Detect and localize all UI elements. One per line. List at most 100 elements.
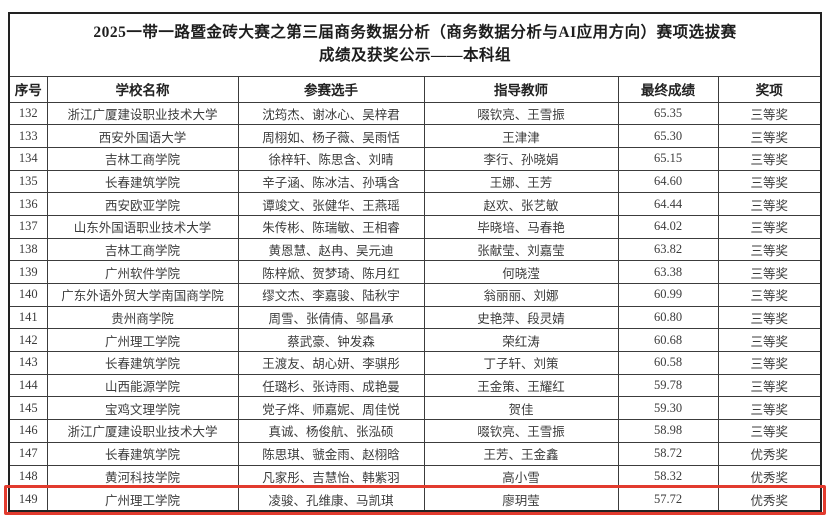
column-header-award: 奖项: [717, 75, 822, 103]
table-row: 144 山西能源学院 任璐杉、张诗雨、成艳曼 王金策、王耀红 59.78 三等奖: [8, 373, 822, 398]
table-row: 138 吉林工商学院 黄恩慧、赵冉、吴元迪 张献莹、刘嘉莹 63.82 三等奖: [8, 237, 822, 262]
cell-no: 145: [8, 396, 48, 421]
cell-school: 西安外国语大学: [46, 124, 239, 148]
cell-award: 三等奖: [717, 214, 822, 239]
cell-contestants: 凌骏、孔维康、马凯琪: [237, 487, 425, 512]
cell-no: 146: [8, 419, 48, 443]
cell-contestants: 陈思琪、虢金雨、赵栩晗: [237, 441, 425, 466]
cell-instructors: 王芳、王金鑫: [423, 441, 619, 466]
table-row: 133 西安外国语大学 周栩如、杨子薇、吴雨恬 王津津 65.30 三等奖: [8, 124, 822, 148]
table-row: 132 浙江广厦建设职业技术大学 沈筠杰、谢冰心、吴梓君 啜钦亮、王雪振 65.35 三等…: [8, 101, 822, 126]
cell-score: 63.38: [617, 260, 719, 284]
cell-contestants: 任璐杉、张诗雨、成艳曼: [237, 373, 425, 398]
cell-school: 黄河科技学院: [46, 464, 239, 489]
cell-school: 吉林工商学院: [46, 146, 239, 171]
cell-instructors: 啜钦亮、王雪振: [423, 101, 619, 126]
cell-award: 三等奖: [717, 351, 822, 375]
cell-score: 58.72: [617, 441, 719, 466]
cell-instructors: 张献莹、刘嘉莹: [423, 237, 619, 262]
cell-no: 134: [8, 146, 48, 171]
table-row: 145 宝鸡文理学院 党子烨、师嘉妮、周佳悦 贺佳 59.30 三等奖: [8, 396, 822, 421]
cell-instructors: 赵欢、张艺敏: [423, 192, 619, 216]
column-header-contestants: 参赛选手: [237, 75, 425, 103]
cell-score: 64.02: [617, 214, 719, 239]
cell-award: 优秀奖: [717, 441, 822, 466]
cell-award: 三等奖: [717, 396, 822, 421]
title-cell: 2025一带一路暨金砖大赛之第三届商务数据分析（商务数据分析与AI应用方向）赛项…: [8, 12, 822, 77]
cell-no: 135: [8, 169, 48, 194]
cell-school: 山东外国语职业技术大学: [46, 214, 239, 239]
cell-no: 142: [8, 328, 48, 353]
cell-contestants: 党子烨、师嘉妮、周佳悦: [237, 396, 425, 421]
cell-school: 山西能源学院: [46, 373, 239, 398]
cell-instructors: 何晓滢: [423, 260, 619, 284]
cell-award: 三等奖: [717, 124, 822, 148]
cell-no: 144: [8, 373, 48, 398]
cell-no: 139: [8, 260, 48, 284]
results-table: 2025一带一路暨金砖大赛之第三届商务数据分析（商务数据分析与AI应用方向）赛项…: [8, 12, 823, 512]
cell-no: 138: [8, 237, 48, 262]
cell-contestants: 王渡友、胡心妍、李骐彤: [237, 351, 425, 375]
cell-award: 三等奖: [717, 283, 822, 307]
table-body: 132 浙江广厦建设职业技术大学 沈筠杰、谢冰心、吴梓君 啜钦亮、王雪振 65.35 三等…: [8, 101, 822, 512]
cell-school: 广州理工学院: [46, 487, 239, 512]
cell-award: 三等奖: [717, 146, 822, 171]
table-row: 146 浙江广厦建设职业技术大学 真诚、杨俊航、张泓硕 啜钦亮、王雪振 58.98 三等奖: [8, 419, 822, 443]
cell-score: 65.35: [617, 101, 719, 126]
cell-award: 优秀奖: [717, 464, 822, 489]
cell-instructors: 李行、孙晓娟: [423, 146, 619, 171]
cell-score: 59.78: [617, 373, 719, 398]
cell-award: 三等奖: [717, 237, 822, 262]
cell-school: 长春建筑学院: [46, 351, 239, 375]
cell-school: 浙江广厦建设职业技术大学: [46, 101, 239, 126]
table-row: 137 山东外国语职业技术大学 朱传彬、陈瑞敏、王相睿 毕晓培、马春艳 64.02 三等奖: [8, 214, 822, 239]
cell-contestants: 周栩如、杨子薇、吴雨恬: [237, 124, 425, 148]
cell-score: 64.44: [617, 192, 719, 216]
cell-contestants: 朱传彬、陈瑞敏、王相睿: [237, 214, 425, 239]
table-row: 135 长春建筑学院 辛子涵、陈冰洁、孙瑀含 王娜、王芳 64.60 三等奖: [8, 169, 822, 194]
table-row: 141 贵州商学院 周雪、张倩倩、邬昌承 史艳萍、段灵婧 60.80 三等奖: [8, 305, 822, 330]
cell-school: 长春建筑学院: [46, 441, 239, 466]
cell-score: 58.32: [617, 464, 719, 489]
cell-contestants: 缪文杰、李嘉骏、陆秋宇: [237, 283, 425, 307]
table-row: 142 广州理工学院 蔡武豪、钟发森 荣红涛 60.68 三等奖: [8, 328, 822, 353]
cell-school: 吉林工商学院: [46, 237, 239, 262]
cell-instructors: 高小雪: [423, 464, 619, 489]
table-row: 147 长春建筑学院 陈思琪、虢金雨、赵栩晗 王芳、王金鑫 58.72 优秀奖: [8, 441, 822, 466]
cell-school: 广州软件学院: [46, 260, 239, 284]
cell-contestants: 周雪、张倩倩、邬昌承: [237, 305, 425, 330]
cell-instructors: 贺佳: [423, 396, 619, 421]
cell-instructors: 廖玥莹: [423, 487, 619, 512]
cell-no: 140: [8, 283, 48, 307]
cell-contestants: 谭竣文、张健华、王燕瑶: [237, 192, 425, 216]
table-row: 139 广州软件学院 陈梓焮、贺梦琦、陈月红 何晓滢 63.38 三等奖: [8, 260, 822, 284]
cell-contestants: 辛子涵、陈冰洁、孙瑀含: [237, 169, 425, 194]
cell-no: 133: [8, 124, 48, 148]
page-title-line2: 成绩及获奖公示——本科组: [319, 47, 512, 65]
cell-no: 147: [8, 441, 48, 466]
cell-award: 三等奖: [717, 260, 822, 284]
cell-score: 63.82: [617, 237, 719, 262]
cell-no: 149: [8, 487, 48, 512]
column-header-instructors: 指导教师: [423, 75, 619, 103]
cell-award: 优秀奖: [717, 487, 822, 512]
cell-award: 三等奖: [717, 419, 822, 443]
cell-contestants: 凡家彤、吉慧怡、韩紫羽: [237, 464, 425, 489]
table-row: 134 吉林工商学院 徐梓轩、陈思含、刘晴 李行、孙晓娟 65.15 三等奖: [8, 146, 822, 171]
cell-instructors: 荣红涛: [423, 328, 619, 353]
table-row: 149 广州理工学院 凌骏、孔维康、马凯琪 廖玥莹 57.72 优秀奖: [8, 487, 822, 512]
cell-instructors: 王津津: [423, 124, 619, 148]
cell-instructors: 王娜、王芳: [423, 169, 619, 194]
cell-school: 西安欧亚学院: [46, 192, 239, 216]
column-header-school: 学校名称: [46, 75, 239, 103]
cell-score: 65.15: [617, 146, 719, 171]
cell-instructors: 翁丽丽、刘娜: [423, 283, 619, 307]
cell-instructors: 丁子轩、刘策: [423, 351, 619, 375]
column-header-no: 序号: [8, 75, 48, 103]
cell-score: 58.98: [617, 419, 719, 443]
cell-instructors: 啜钦亮、王雪振: [423, 419, 619, 443]
cell-instructors: 王金策、王耀红: [423, 373, 619, 398]
cell-contestants: 沈筠杰、谢冰心、吴梓君: [237, 101, 425, 126]
cell-score: 64.60: [617, 169, 719, 194]
